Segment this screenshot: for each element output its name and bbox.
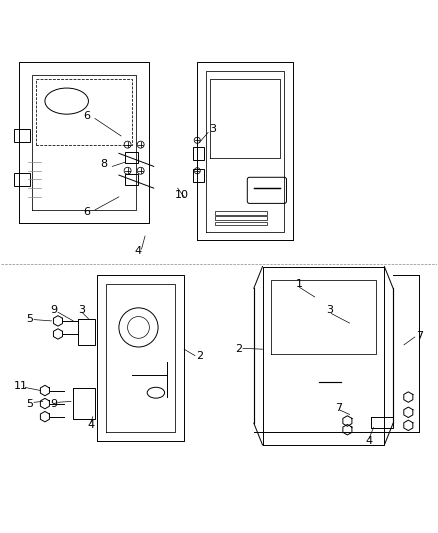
Bar (14, 130, 30, 142)
Text: 5: 5 (26, 314, 33, 324)
Text: 1: 1 (296, 279, 303, 289)
Text: 4: 4 (135, 246, 142, 256)
Text: 7: 7 (416, 331, 423, 341)
Text: 2: 2 (235, 344, 242, 354)
Bar (215, 216, 267, 220)
Text: 8: 8 (100, 159, 107, 169)
Text: 11: 11 (14, 381, 28, 391)
Text: 3: 3 (209, 124, 216, 134)
Text: 2: 2 (196, 351, 203, 361)
Text: 6: 6 (83, 111, 90, 122)
Bar (125, 174, 138, 184)
Text: 4: 4 (87, 421, 94, 430)
Text: 3: 3 (78, 305, 85, 315)
Text: 5: 5 (26, 399, 33, 409)
Bar (215, 222, 267, 225)
Bar (215, 211, 267, 215)
Bar (14, 173, 30, 186)
Text: 10: 10 (175, 190, 189, 200)
Bar (193, 147, 204, 160)
Text: 6: 6 (83, 207, 90, 217)
Text: 7: 7 (335, 403, 342, 413)
Text: 9: 9 (50, 305, 57, 315)
Bar (193, 168, 204, 182)
Text: 9: 9 (50, 399, 57, 409)
Text: 4: 4 (366, 435, 373, 446)
Text: 3: 3 (326, 305, 333, 315)
Bar (125, 152, 138, 163)
